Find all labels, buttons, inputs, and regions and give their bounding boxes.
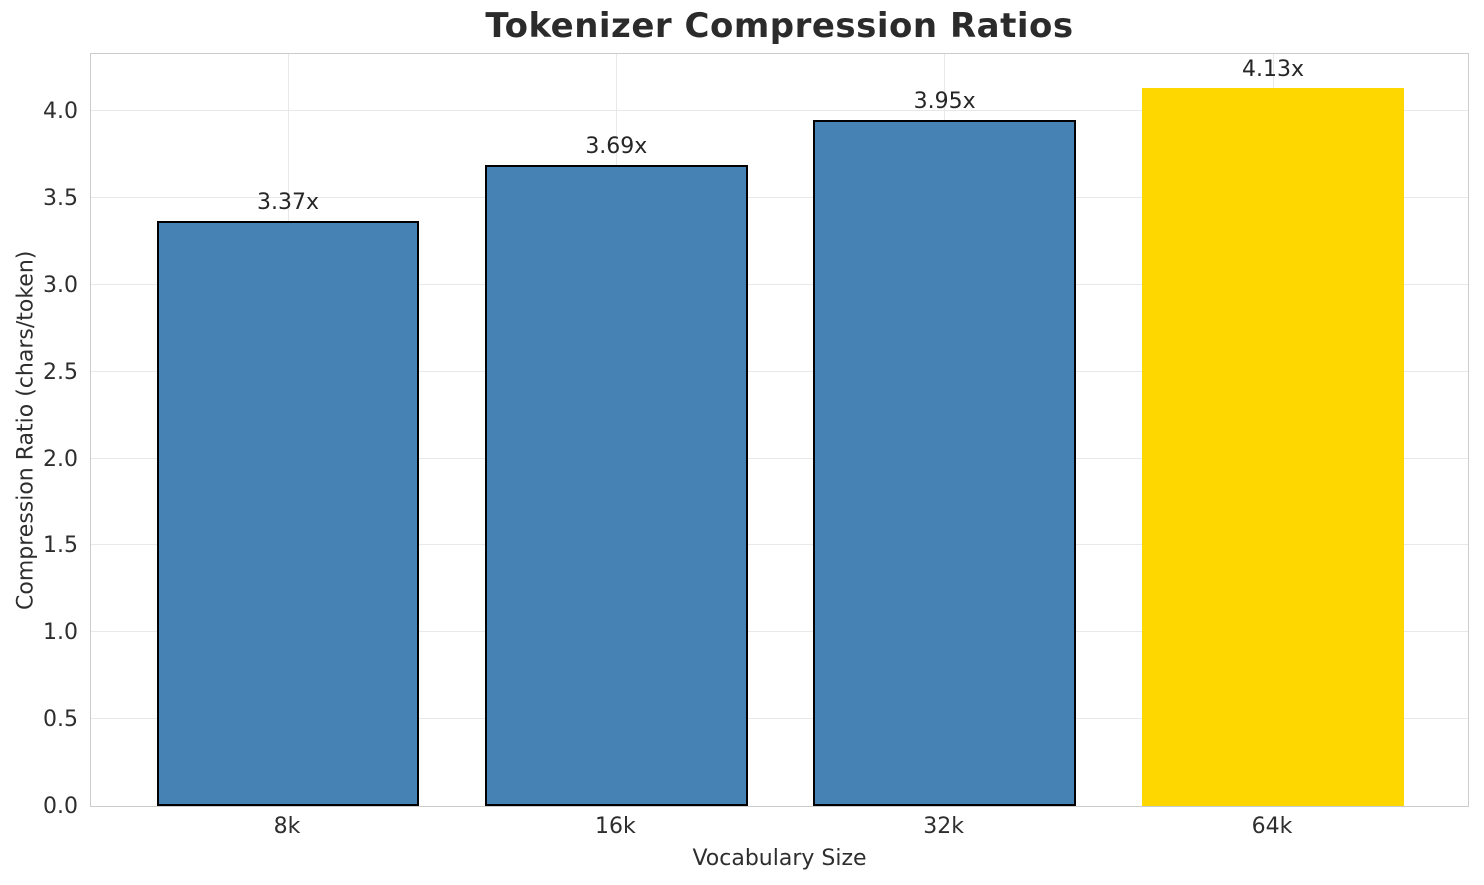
y-tick-label: 0.0 bbox=[43, 794, 78, 819]
y-tick-label: 0.5 bbox=[43, 707, 78, 733]
gridline-horizontal bbox=[91, 457, 1468, 459]
bar-value-label: 3.69x bbox=[585, 133, 648, 159]
bar-16k bbox=[485, 164, 748, 806]
x-tick-label: 32k bbox=[923, 814, 965, 839]
bar-value-label: 3.37x bbox=[256, 189, 319, 215]
gridline-horizontal bbox=[91, 110, 1468, 112]
gridline-horizontal bbox=[91, 370, 1468, 372]
y-tick-label: 2.5 bbox=[43, 359, 78, 385]
x-tick-label: 64k bbox=[1251, 814, 1293, 839]
chart-title: Tokenizer Compression Ratios bbox=[485, 6, 1074, 46]
gridline-horizontal bbox=[91, 544, 1468, 546]
y-tick-label: 1.5 bbox=[43, 533, 78, 559]
bar-value-label: 4.13x bbox=[1241, 57, 1304, 83]
y-tick-label: 3.5 bbox=[43, 185, 78, 211]
gridline-horizontal bbox=[91, 196, 1468, 198]
x-tick-label: 16k bbox=[594, 814, 636, 839]
bar-value-label: 3.95x bbox=[913, 88, 976, 114]
gridline-horizontal bbox=[91, 718, 1468, 720]
gridline-horizontal bbox=[91, 283, 1468, 285]
y-tick-label: 3.0 bbox=[43, 272, 78, 298]
bar-64k bbox=[1141, 88, 1405, 806]
gridline-horizontal bbox=[91, 631, 1468, 633]
x-axis-ticks: 8k 16k 32k 64k bbox=[90, 814, 1469, 845]
y-tick-label: 1.0 bbox=[43, 620, 78, 646]
plot-area: 3.37x 3.69x 3.95x 4.13x bbox=[90, 53, 1469, 807]
x-axis-label: Vocabulary Size bbox=[692, 846, 867, 871]
y-tick-label: 2.0 bbox=[43, 446, 78, 472]
x-tick-label: 8k bbox=[273, 814, 301, 839]
bar-32k bbox=[813, 119, 1076, 806]
y-tick-label: 4.0 bbox=[43, 99, 78, 125]
bar-8k bbox=[156, 220, 420, 806]
y-axis-ticks: 0.0 0.5 1.0 1.5 2.0 2.5 3.0 3.5 4.0 bbox=[0, 53, 78, 818]
